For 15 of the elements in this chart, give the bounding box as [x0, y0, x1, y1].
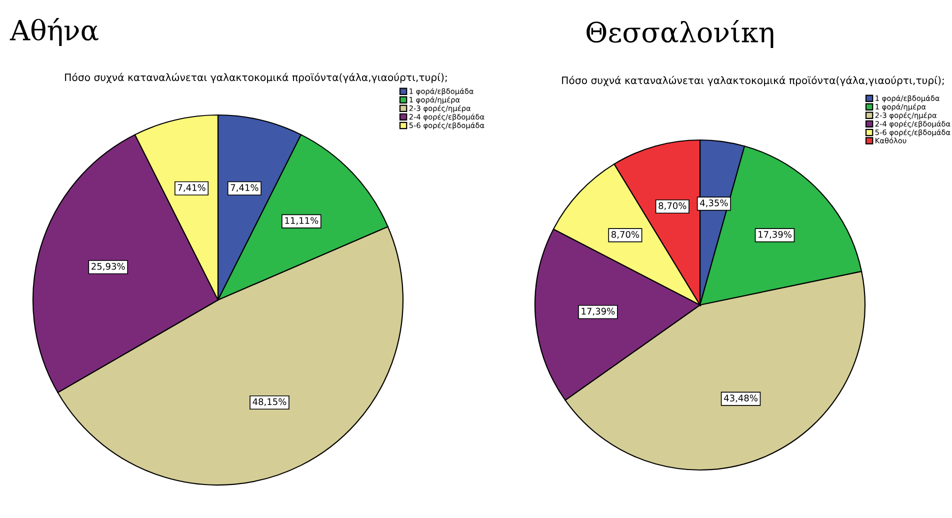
data-label: 17,39% [758, 230, 792, 239]
data-label: 25,93% [92, 262, 125, 271]
chart-subtitle: Πόσο συχνά καταναλώνεται γαλακτοκομικά προϊόντα(γάλα,γιαούρτι,τυρί); [65, 72, 447, 84]
chart-title: Αθήνα [10, 18, 98, 46]
chart-title: Θεσσαλονίκη [586, 20, 774, 48]
data-label: 43,48% [724, 394, 758, 402]
data-label: 8,70% [658, 202, 686, 210]
data-label: 4,35% [700, 199, 728, 208]
chart-subtitle: Πόσο συχνά καταναλώνεται γαλακτοκομικά προϊόντα(γάλα,γιαούρτι,τυρί); [562, 76, 944, 86]
data-label: 48,15% [252, 398, 286, 406]
data-label: 7,41% [178, 184, 206, 192]
data-label: 11,11% [285, 217, 318, 225]
data-label: 8,70% [611, 230, 640, 239]
data-label: 7,41% [230, 184, 258, 192]
data-label: 17,39% [582, 308, 615, 316]
